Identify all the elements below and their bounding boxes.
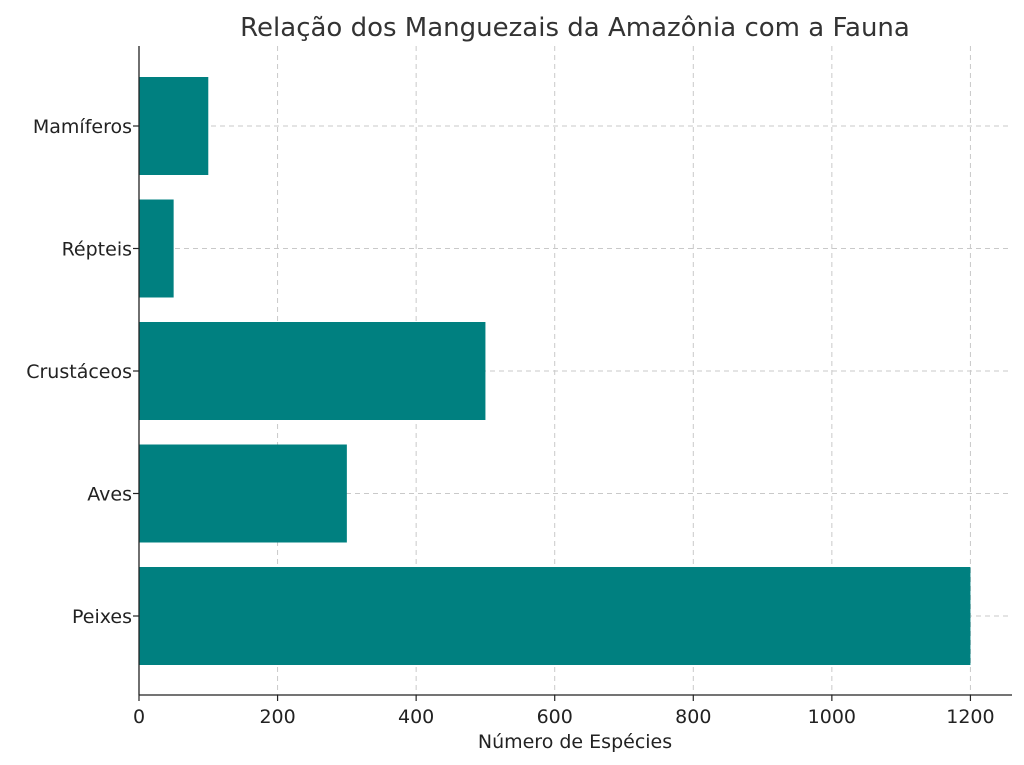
- y-tick-label: Peixes: [72, 606, 132, 628]
- chart-title: Relação dos Manguezais da Amazônia com a…: [240, 13, 910, 43]
- x-tick-label: 0: [133, 706, 145, 728]
- x-tick-label: 1200: [946, 706, 994, 728]
- x-tick-label: 200: [259, 706, 295, 728]
- y-tick-label: Répteis: [62, 239, 132, 261]
- y-axis-ticks: Peixes Aves Crustáceos Répteis Mamíferos: [26, 116, 139, 628]
- bar-crustáceos: [139, 322, 486, 420]
- x-tick-label: 800: [675, 706, 711, 728]
- x-axis-label: Número de Espécies: [478, 731, 672, 753]
- x-tick-label: 1000: [808, 706, 856, 728]
- bars: [139, 77, 971, 665]
- x-axis-ticks: 0 200 400 600 800 1000 1200: [133, 695, 995, 728]
- bar-mamíferos: [139, 77, 209, 175]
- y-tick-label: Mamíferos: [33, 116, 132, 138]
- x-tick-label: 400: [398, 706, 434, 728]
- bar-aves: [139, 444, 347, 543]
- bar-peixes: [139, 567, 971, 665]
- y-tick-label: Aves: [87, 484, 132, 506]
- bar-répteis: [139, 199, 174, 298]
- x-tick-label: 600: [537, 706, 573, 728]
- y-tick-label: Crustáceos: [26, 361, 132, 383]
